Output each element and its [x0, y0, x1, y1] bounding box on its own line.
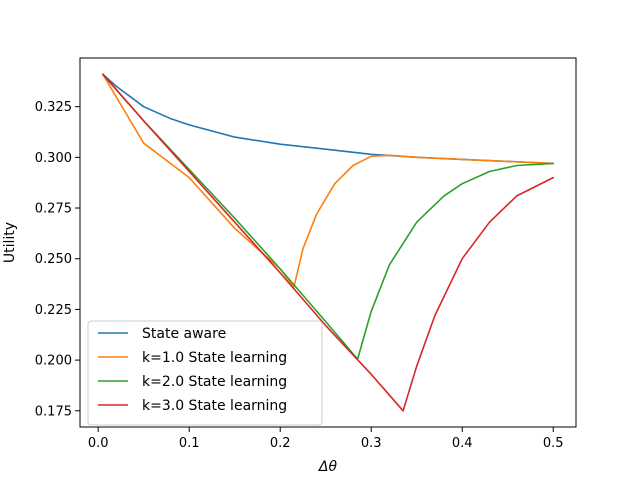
legend-label: k=1.0 State learning	[142, 350, 287, 366]
x-axis: 0.0 0.1 0.2 0.3 0.4 0.5	[88, 427, 564, 451]
y-tick-label: 0.250	[35, 252, 72, 267]
y-tick-label: 0.275	[35, 202, 72, 217]
y-axis: 0.175 0.200 0.225 0.250 0.275 0.300 0.325	[35, 100, 80, 419]
y-tick-label: 0.225	[35, 303, 72, 318]
x-axis-label: Δθ	[318, 459, 338, 475]
legend-label: k=2.0 State learning	[142, 374, 287, 390]
x-tick-label: 0.1	[179, 436, 200, 451]
plot-frame	[79, 57, 577, 428]
y-tick-label: 0.325	[35, 100, 72, 115]
x-tick-label: 0.3	[361, 436, 382, 451]
legend: State aware k=1.0 State learning k=2.0 Sta…	[87, 320, 323, 426]
series-line-4	[102, 73, 555, 412]
x-tick-label: 0.0	[88, 436, 109, 451]
series-line-3	[102, 73, 555, 360]
y-axis-label: Utility	[2, 222, 18, 263]
legend-box	[87, 320, 323, 426]
x-tick-label: 0.4	[452, 436, 473, 451]
legend-label: State aware	[142, 326, 226, 342]
x-tick-label: 0.5	[543, 436, 564, 451]
y-tick-label: 0.175	[35, 404, 72, 419]
x-tick-label: 0.2	[270, 436, 291, 451]
legend-label: k=3.0 State learning	[142, 398, 287, 414]
y-tick-label: 0.200	[35, 354, 72, 369]
series-line-2	[102, 73, 555, 288]
y-tick-label: 0.300	[35, 151, 72, 166]
series-layer	[102, 73, 555, 412]
